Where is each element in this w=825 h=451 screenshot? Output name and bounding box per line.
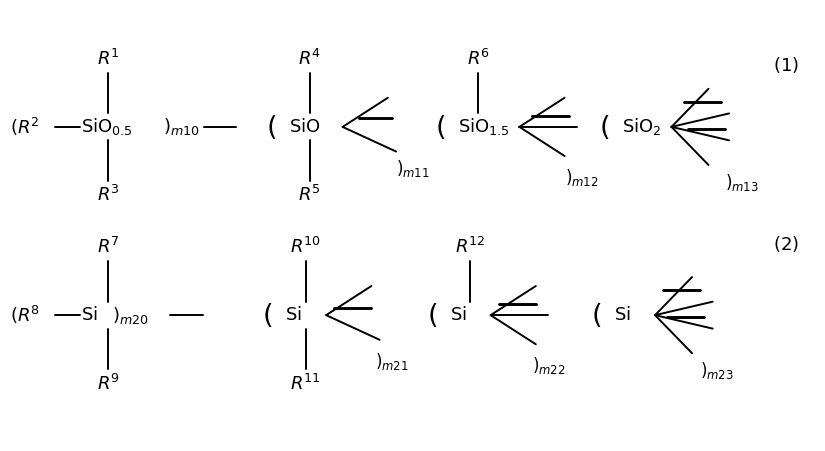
Text: $(2)$: $(2)$ (773, 235, 799, 254)
Text: $)_{m21}$: $)_{m21}$ (375, 351, 409, 372)
Text: $(1)$: $(1)$ (773, 55, 799, 75)
Text: $)_{m11}$: $)_{m11}$ (396, 158, 430, 179)
Text: $R^1$: $R^1$ (97, 49, 120, 69)
Text: $\mathrm{Si}$: $\mathrm{Si}$ (81, 306, 98, 324)
Text: $($: $($ (266, 113, 277, 141)
Text: $\mathrm{SiO}_2$: $\mathrm{SiO}_2$ (622, 116, 662, 138)
Text: $)_{m12}$: $)_{m12}$ (564, 167, 598, 188)
Text: $R^9$: $R^9$ (97, 373, 120, 394)
Text: $($: $($ (600, 113, 610, 141)
Text: $R^7$: $R^7$ (97, 237, 120, 257)
Text: $)_{m20}$: $)_{m20}$ (112, 304, 149, 326)
Text: $)_{m10}$: $)_{m10}$ (163, 116, 200, 138)
Text: $R^4$: $R^4$ (298, 49, 321, 69)
Text: $R^{11}$: $R^{11}$ (290, 373, 321, 394)
Text: $($: $($ (435, 113, 446, 141)
Text: $R^{12}$: $R^{12}$ (455, 237, 485, 257)
Text: $\mathrm{Si}$: $\mathrm{Si}$ (614, 306, 631, 324)
Text: $(R^8$: $(R^8$ (10, 304, 40, 326)
Text: $($: $($ (592, 301, 601, 329)
Text: $\mathrm{Si}$: $\mathrm{Si}$ (450, 306, 466, 324)
Text: $\mathrm{SiO}_{0.5}$: $\mathrm{SiO}_{0.5}$ (81, 116, 133, 138)
Text: $)_{m22}$: $)_{m22}$ (532, 355, 565, 377)
Text: $($: $($ (262, 301, 273, 329)
Text: $\mathrm{Si}$: $\mathrm{Si}$ (285, 306, 302, 324)
Text: $($: $($ (427, 301, 437, 329)
Text: $\mathrm{SiO}$: $\mathrm{SiO}$ (290, 118, 321, 136)
Text: $R^{10}$: $R^{10}$ (290, 237, 321, 257)
Text: $R^5$: $R^5$ (299, 185, 321, 205)
Text: $)_{m13}$: $)_{m13}$ (725, 172, 759, 193)
Text: $R^3$: $R^3$ (97, 185, 120, 205)
Text: $R^6$: $R^6$ (467, 49, 490, 69)
Text: $\mathrm{SiO}_{1.5}$: $\mathrm{SiO}_{1.5}$ (458, 116, 510, 138)
Text: $)_{m23}$: $)_{m23}$ (700, 360, 734, 381)
Text: $(R^2$: $(R^2$ (10, 116, 39, 138)
